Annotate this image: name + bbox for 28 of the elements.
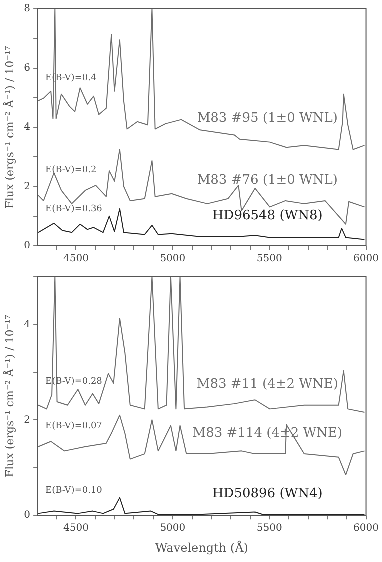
x-axis-title: Wavelength (Å) [155, 540, 248, 555]
y-tick-label: 8 [24, 4, 31, 15]
y-tick-label: 0 [24, 510, 31, 522]
x-tick-label: 5500 [256, 523, 282, 534]
annotation: E(B-V)=0.10 [46, 486, 103, 496]
y-tick-label: 4 [24, 122, 31, 134]
y-tick-label: 2 [24, 181, 31, 192]
x-tick-label: 5000 [160, 254, 186, 265]
y-tick-label: 6 [24, 62, 31, 74]
annotation: E(B-V)=0.36 [46, 204, 103, 215]
y-axis-title: Flux (ergs⁻¹ cm⁻² Å⁻¹) / 10⁻¹⁷ [2, 314, 16, 478]
series-label: HD50896 (WN4) [212, 486, 323, 502]
x-tick-label: 6000 [354, 523, 379, 534]
x-tick-label: 5500 [256, 254, 282, 265]
y-tick-label: 4 [24, 319, 31, 330]
y-tick-label: 2 [24, 414, 31, 426]
series-label: HD96548 (WN8) [212, 208, 323, 224]
annotation: E(B-V)=0.2 [46, 165, 97, 176]
series-label: M83 #76 (1±0 WNL) [197, 172, 338, 188]
annotation: E(B-V)=0.07 [46, 422, 103, 432]
x-tick-label: 4500 [64, 254, 89, 265]
y-tick-label: 0 [24, 240, 31, 252]
x-tick-label: 5000 [160, 523, 186, 534]
y-axis-title: Flux (ergs⁻¹ cm⁻² Å⁻¹) / 10⁻¹⁷ [2, 46, 16, 209]
series-label: M83 #95 (1±0 WNL) [197, 111, 338, 126]
series-label: M83 #11 (4±2 WNE) [196, 377, 338, 392]
x-tick-label: 4500 [64, 523, 89, 534]
x-tick-label: 6000 [354, 254, 379, 265]
